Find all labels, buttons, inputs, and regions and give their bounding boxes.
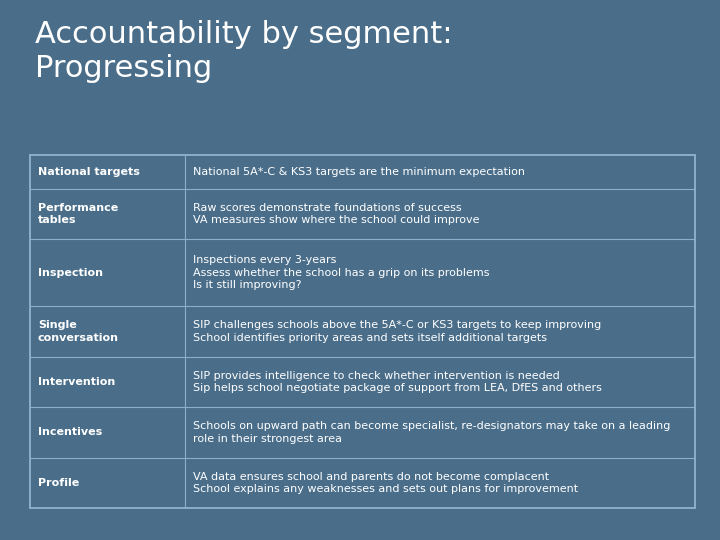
Text: SIP challenges schools above the 5A*-C or KS3 targets to keep improving
School i: SIP challenges schools above the 5A*-C o… <box>193 320 601 343</box>
Text: VA data ensures school and parents do not become complacent
School explains any : VA data ensures school and parents do no… <box>193 471 578 494</box>
Text: Performance
tables: Performance tables <box>38 202 118 225</box>
Text: Incentives: Incentives <box>38 427 102 437</box>
Text: Profile: Profile <box>38 478 79 488</box>
Text: National 5A*-C & KS3 targets are the minimum expectation: National 5A*-C & KS3 targets are the min… <box>193 167 525 177</box>
Text: Accountability by segment:
Progressing: Accountability by segment: Progressing <box>35 20 452 83</box>
Bar <box>30 155 695 508</box>
Text: Raw scores demonstrate foundations of success
VA measures show where the school : Raw scores demonstrate foundations of su… <box>193 202 480 225</box>
Text: SIP provides intelligence to check whether intervention is needed
Sip helps scho: SIP provides intelligence to check wheth… <box>193 371 602 393</box>
Text: Single
conversation: Single conversation <box>38 320 119 343</box>
Text: Inspection: Inspection <box>38 268 103 278</box>
Text: Inspections every 3-years
Assess whether the school has a grip on its problems
I: Inspections every 3-years Assess whether… <box>193 255 490 290</box>
Text: Schools on upward path can become specialist, re-designators may take on a leadi: Schools on upward path can become specia… <box>193 421 670 443</box>
Text: National targets: National targets <box>38 167 140 177</box>
Text: Intervention: Intervention <box>38 377 115 387</box>
